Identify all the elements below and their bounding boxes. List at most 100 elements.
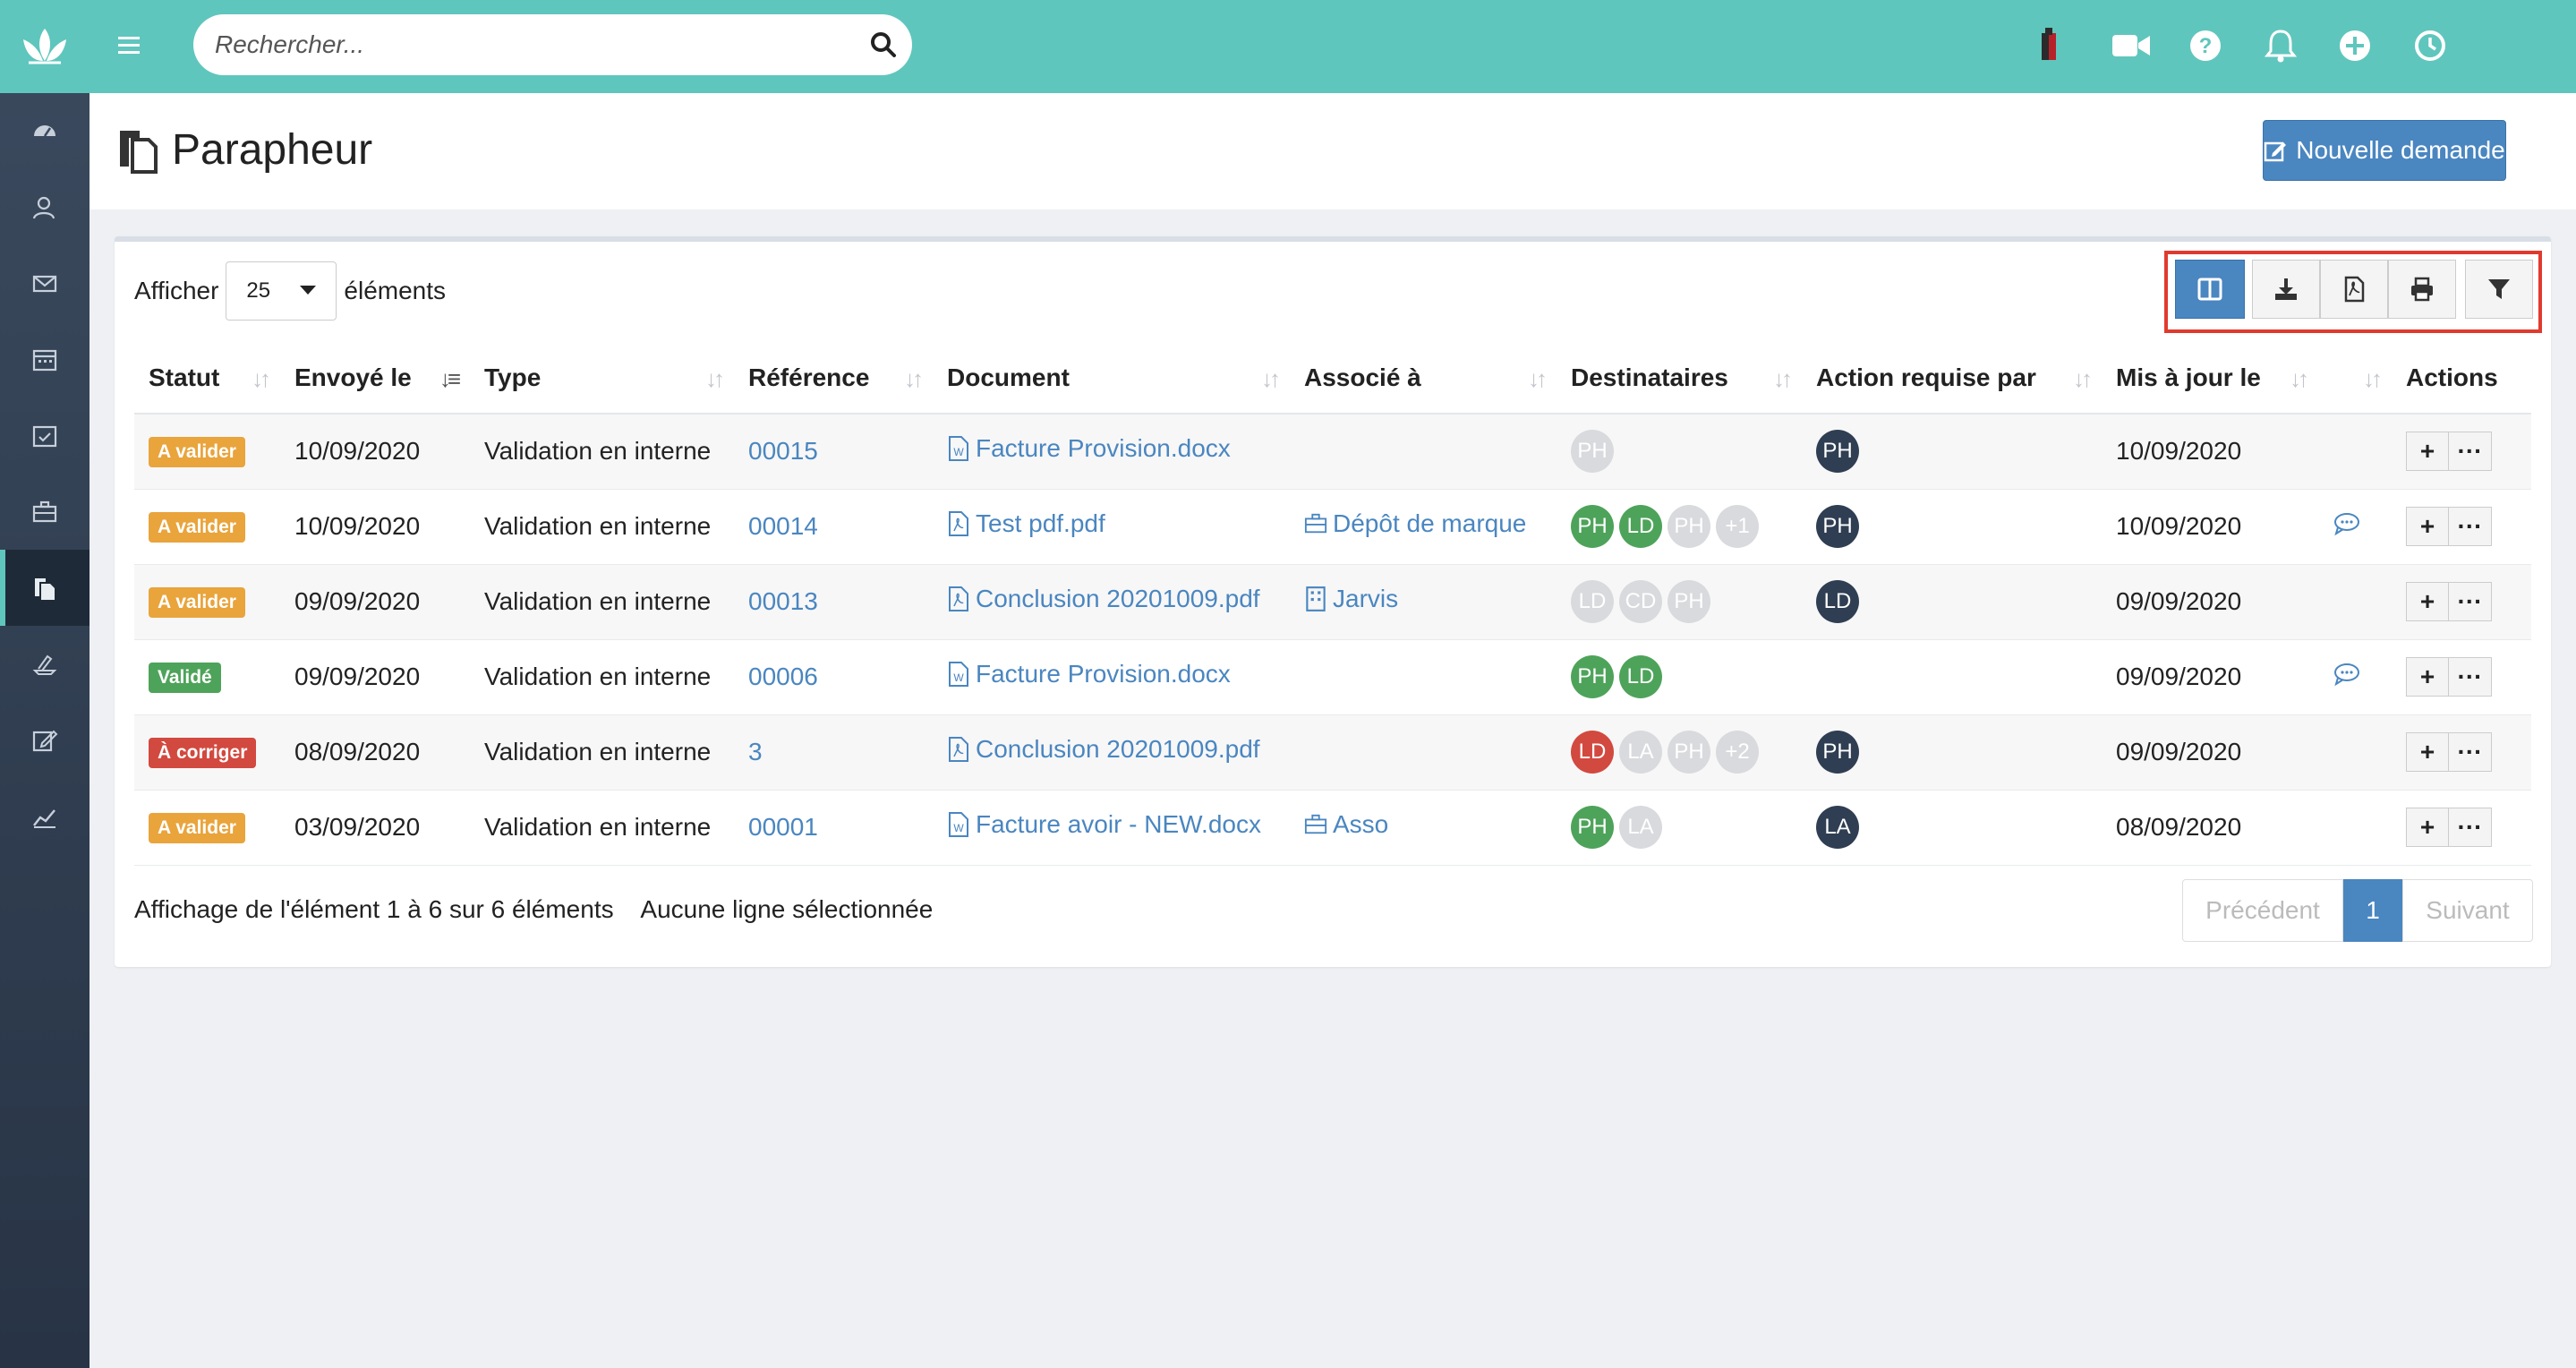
search-icon[interactable] <box>869 30 898 59</box>
reference-link[interactable]: 00015 <box>748 437 818 466</box>
search-input[interactable] <box>193 14 820 75</box>
app-tool-icon[interactable] <box>2030 27 2068 64</box>
row-more-button[interactable]: ··· <box>2449 657 2492 697</box>
sidebar-item-signature[interactable] <box>0 626 90 702</box>
col-reference[interactable]: Référence ↓↑ <box>734 342 933 415</box>
document-link[interactable]: W Facture Provision.docx <box>947 660 1231 688</box>
prev-page-button[interactable]: Précédent <box>2182 879 2343 942</box>
recipient-avatar[interactable]: LD <box>1571 731 1614 774</box>
row-more-button[interactable]: ··· <box>2449 732 2492 772</box>
recipient-avatar[interactable]: LA <box>1619 806 1662 849</box>
action-by-cell: PH <box>1802 714 2102 791</box>
col-mis-a-jour-le[interactable]: Mis à jour le ↓↑ <box>2102 342 2318 415</box>
app-logo[interactable] <box>0 0 90 93</box>
sidebar-item-contacts[interactable] <box>0 169 90 245</box>
reference-link[interactable]: 00013 <box>748 587 818 615</box>
reference-link[interactable]: 00014 <box>748 512 818 540</box>
associated-link[interactable]: Dépôt de marque <box>1304 509 1526 538</box>
columns-button[interactable] <box>2175 260 2245 319</box>
action-by-avatar[interactable]: LD <box>1816 580 1859 623</box>
reference-link[interactable]: 3 <box>748 738 763 765</box>
action-by-avatar[interactable]: PH <box>1816 430 1859 474</box>
row-add-button[interactable]: + <box>2406 432 2449 472</box>
col-destinataires[interactable]: Destinataires ↓↑ <box>1557 342 1802 415</box>
col-associe-a[interactable]: Associé à ↓↑ <box>1290 342 1557 415</box>
action-by-avatar[interactable]: PH <box>1816 731 1859 774</box>
col-comments[interactable]: ↓↑ <box>2318 342 2392 415</box>
sidebar-item-briefcase[interactable] <box>0 474 90 550</box>
col-type[interactable]: Type ↓↑ <box>470 342 734 415</box>
recipient-avatar[interactable]: PH <box>1571 505 1614 548</box>
row-more-button[interactable]: ··· <box>2449 582 2492 621</box>
new-request-button[interactable]: Nouvelle demande <box>2263 120 2506 181</box>
row-add-button[interactable]: + <box>2406 657 2449 697</box>
row-more-button[interactable]: ··· <box>2449 432 2492 472</box>
recipient-avatar[interactable]: LD <box>1619 505 1662 548</box>
row-more-button[interactable]: ··· <box>2449 507 2492 546</box>
row-add-button[interactable]: + <box>2406 507 2449 546</box>
col-envoye-le[interactable]: Envoyé le ↓≡ <box>280 342 470 415</box>
sidebar-item-stats[interactable] <box>0 778 90 854</box>
recipient-avatar[interactable]: LD <box>1619 655 1662 698</box>
sidebar-item-calendar[interactable] <box>0 321 90 398</box>
sidebar-item-parapheur[interactable] <box>0 550 90 626</box>
recipient-avatar[interactable]: LD <box>1571 580 1614 623</box>
document-link[interactable]: Conclusion 20201009.pdf <box>947 735 1260 764</box>
export-button[interactable] <box>2252 260 2320 319</box>
col-action-requise-par[interactable]: Action requise par ↓↑ <box>1802 342 2102 415</box>
add-circle-icon[interactable] <box>2336 27 2374 64</box>
reference-link[interactable]: 00006 <box>748 663 818 690</box>
table-row[interactable]: A valider 03/09/2020 Validation en interne… <box>134 790 2531 866</box>
row-add-button[interactable]: + <box>2406 582 2449 621</box>
reference-cell: 3 <box>734 714 933 791</box>
document-link[interactable]: Conclusion 20201009.pdf <box>947 585 1260 613</box>
recipient-avatar[interactable]: PH <box>1571 655 1614 698</box>
sidebar-item-edit[interactable] <box>0 702 90 778</box>
menu-icon[interactable] <box>116 32 143 59</box>
recipient-avatar[interactable]: PH <box>1668 505 1710 548</box>
pdf-button[interactable] <box>2320 260 2388 319</box>
comment-icon[interactable] <box>2333 511 2361 536</box>
reference-link[interactable]: 00001 <box>748 813 818 841</box>
sidebar-item-dashboard[interactable] <box>0 93 90 169</box>
page-1-button[interactable]: 1 <box>2343 879 2402 942</box>
bell-icon[interactable] <box>2262 27 2299 64</box>
table-row[interactable]: À corriger 08/09/2020 Validation en intern… <box>134 714 2531 791</box>
sidebar-item-mail[interactable] <box>0 245 90 321</box>
recipient-avatar[interactable]: PH <box>1571 430 1614 474</box>
col-statut[interactable]: Statut ↓↑ <box>134 342 280 415</box>
associated-cell: Dépôt de marque <box>1290 489 1557 565</box>
next-page-button[interactable]: Suivant <box>2402 879 2533 942</box>
action-by-avatar[interactable]: LA <box>1816 806 1859 849</box>
action-by-avatar[interactable]: PH <box>1816 505 1859 548</box>
actions-cell: + ··· <box>2392 790 2531 866</box>
filter-button[interactable] <box>2465 260 2533 319</box>
sidebar-item-tasks[interactable] <box>0 398 90 474</box>
table-row[interactable]: A valider 10/09/2020 Validation en interne… <box>134 414 2531 490</box>
document-link[interactable]: W Facture Provision.docx <box>947 434 1231 463</box>
recipient-avatar[interactable]: PH <box>1668 731 1710 774</box>
document-link[interactable]: W Facture avoir - NEW.docx <box>947 810 1261 839</box>
video-icon[interactable] <box>2112 27 2150 64</box>
recipient-avatar[interactable]: CD <box>1619 580 1662 623</box>
row-add-button[interactable]: + <box>2406 808 2449 847</box>
associated-link[interactable]: Jarvis <box>1304 585 1398 613</box>
print-button[interactable] <box>2388 260 2456 319</box>
table-row[interactable]: A valider 09/09/2020 Validation en interne… <box>134 564 2531 640</box>
recipient-avatar[interactable]: PH <box>1571 806 1614 849</box>
recipient-avatar[interactable]: LA <box>1619 731 1662 774</box>
table-row[interactable]: Validé 09/09/2020 Validation en interne 000… <box>134 639 2531 715</box>
row-more-button[interactable]: ··· <box>2449 808 2492 847</box>
clock-icon[interactable] <box>2411 27 2449 64</box>
associated-link[interactable]: Asso <box>1304 810 1388 839</box>
recipient-avatar[interactable]: PH <box>1668 580 1710 623</box>
row-add-button[interactable]: + <box>2406 732 2449 772</box>
page-size-select[interactable]: 25 <box>226 261 337 321</box>
recipient-avatar[interactable]: +1 <box>1716 505 1759 548</box>
comment-icon[interactable] <box>2333 662 2361 687</box>
table-row[interactable]: A valider 10/09/2020 Validation en interne… <box>134 489 2531 565</box>
document-link[interactable]: Test pdf.pdf <box>947 509 1105 538</box>
help-icon[interactable]: ? <box>2187 27 2224 64</box>
col-document[interactable]: Document ↓↑ <box>933 342 1290 415</box>
recipient-avatar[interactable]: +2 <box>1716 731 1759 774</box>
